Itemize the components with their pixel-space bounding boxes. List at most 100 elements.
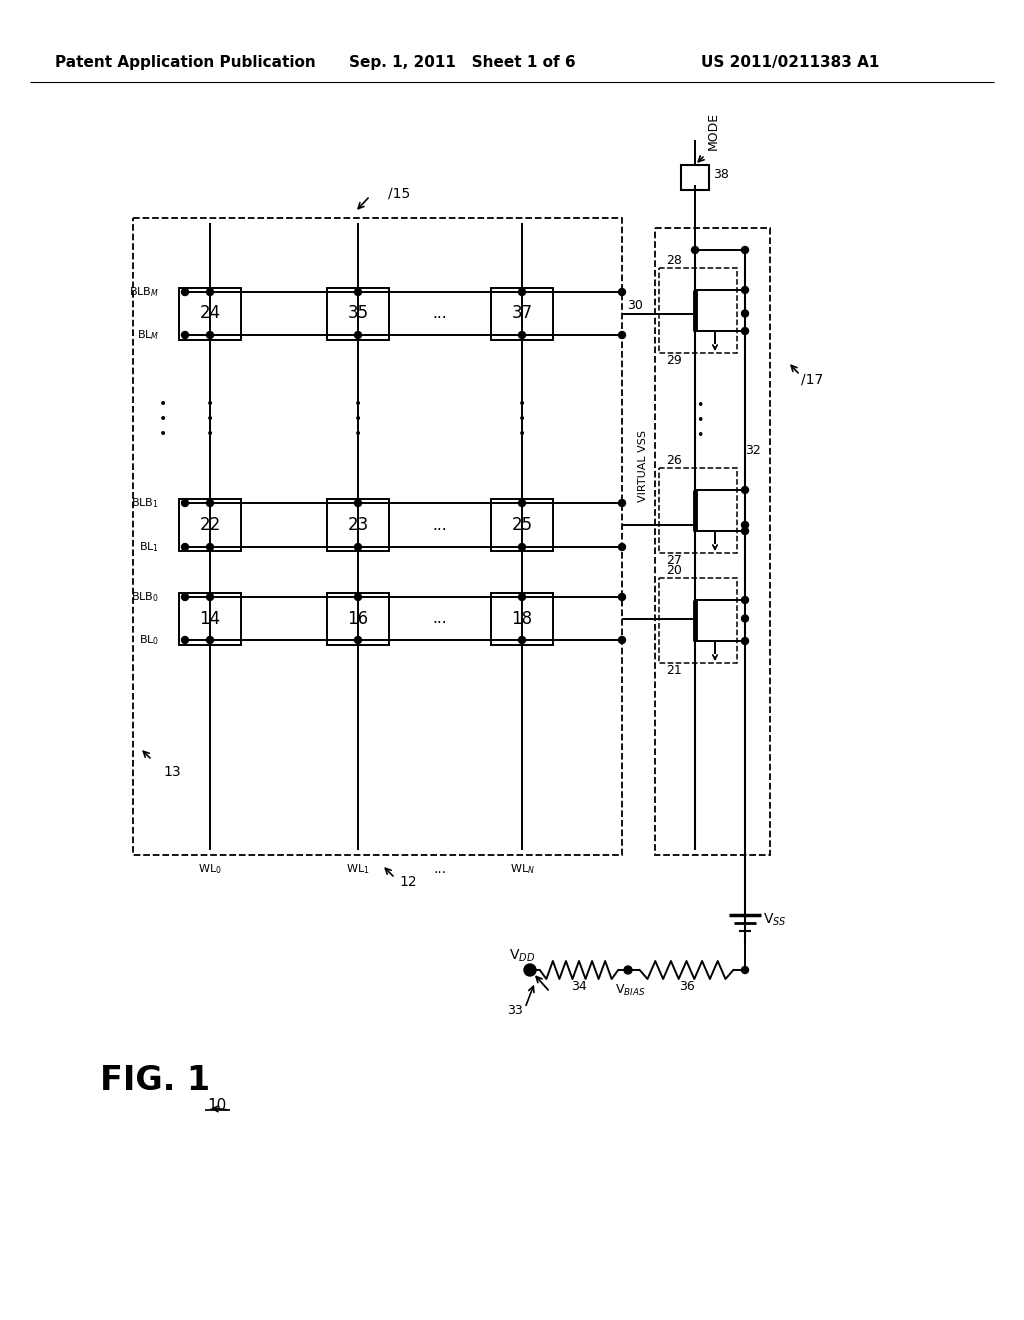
Bar bbox=[133, 218, 622, 855]
Text: 34: 34 bbox=[571, 979, 587, 993]
Text: 18: 18 bbox=[511, 610, 532, 627]
Circle shape bbox=[741, 966, 749, 974]
Circle shape bbox=[741, 615, 749, 622]
Circle shape bbox=[181, 499, 188, 507]
Text: V$_{BIAS}$: V$_{BIAS}$ bbox=[614, 982, 645, 998]
Text: 16: 16 bbox=[347, 610, 369, 627]
Text: •: • bbox=[159, 426, 167, 441]
Bar bbox=[659, 469, 737, 553]
Text: BLB$_0$: BLB$_0$ bbox=[131, 590, 159, 605]
Text: BLB$_1$: BLB$_1$ bbox=[131, 496, 159, 510]
Text: FIG. 1: FIG. 1 bbox=[100, 1064, 210, 1097]
Text: ...: ... bbox=[433, 862, 446, 876]
Text: 20: 20 bbox=[666, 564, 682, 577]
Text: 32: 32 bbox=[745, 444, 761, 457]
Text: ...: ... bbox=[433, 517, 447, 532]
Circle shape bbox=[741, 487, 749, 494]
Text: •: • bbox=[206, 397, 214, 411]
Text: Patent Application Publication: Patent Application Publication bbox=[54, 54, 315, 70]
Text: •: • bbox=[518, 397, 526, 411]
Text: V$_{SS}$: V$_{SS}$ bbox=[763, 912, 786, 928]
Circle shape bbox=[207, 544, 213, 550]
Text: 13: 13 bbox=[163, 766, 180, 779]
Text: BL$_1$: BL$_1$ bbox=[139, 540, 159, 554]
Bar bbox=[327, 593, 389, 644]
Text: 23: 23 bbox=[347, 516, 369, 535]
Text: V$_{DD}$: V$_{DD}$ bbox=[509, 948, 536, 964]
Text: Sep. 1, 2011   Sheet 1 of 6: Sep. 1, 2011 Sheet 1 of 6 bbox=[349, 54, 575, 70]
Text: •
•
•: • • • bbox=[696, 399, 703, 442]
Bar bbox=[327, 499, 389, 550]
Text: 24: 24 bbox=[200, 305, 220, 322]
Text: •: • bbox=[159, 412, 167, 426]
Bar bbox=[490, 288, 553, 339]
Circle shape bbox=[741, 286, 749, 293]
Bar bbox=[490, 499, 553, 550]
Bar bbox=[490, 593, 553, 644]
Circle shape bbox=[518, 544, 525, 550]
Circle shape bbox=[181, 544, 188, 550]
Circle shape bbox=[618, 636, 626, 644]
Text: 21: 21 bbox=[666, 664, 682, 677]
Circle shape bbox=[181, 594, 188, 601]
Circle shape bbox=[518, 289, 525, 296]
Circle shape bbox=[181, 331, 188, 338]
Bar bbox=[179, 593, 241, 644]
Circle shape bbox=[207, 594, 213, 601]
Circle shape bbox=[741, 638, 749, 644]
Circle shape bbox=[741, 327, 749, 334]
Circle shape bbox=[618, 331, 626, 338]
Text: •: • bbox=[354, 412, 362, 426]
Text: ...: ... bbox=[433, 306, 447, 321]
Circle shape bbox=[518, 331, 525, 338]
Circle shape bbox=[741, 521, 749, 528]
Text: 10: 10 bbox=[207, 1097, 226, 1113]
Text: •: • bbox=[206, 412, 214, 426]
Circle shape bbox=[181, 289, 188, 296]
Circle shape bbox=[207, 499, 213, 507]
Circle shape bbox=[354, 289, 361, 296]
Bar bbox=[659, 268, 737, 352]
Circle shape bbox=[207, 636, 213, 644]
Text: •: • bbox=[354, 426, 362, 441]
Text: •: • bbox=[354, 397, 362, 411]
Text: BL$_0$: BL$_0$ bbox=[138, 634, 159, 647]
Text: 25: 25 bbox=[511, 516, 532, 535]
Text: •: • bbox=[518, 412, 526, 426]
Circle shape bbox=[618, 289, 626, 296]
Text: 38: 38 bbox=[713, 169, 729, 181]
Bar bbox=[659, 578, 737, 663]
Bar bbox=[179, 288, 241, 339]
Circle shape bbox=[518, 594, 525, 601]
Text: 22: 22 bbox=[200, 516, 220, 535]
Text: 30: 30 bbox=[627, 300, 643, 312]
Text: MODE: MODE bbox=[707, 112, 720, 150]
Circle shape bbox=[518, 636, 525, 644]
Circle shape bbox=[207, 289, 213, 296]
Circle shape bbox=[624, 966, 632, 974]
Bar bbox=[327, 288, 389, 339]
Circle shape bbox=[354, 544, 361, 550]
Text: 37: 37 bbox=[511, 305, 532, 322]
Circle shape bbox=[354, 636, 361, 644]
Circle shape bbox=[741, 528, 749, 535]
Text: 36: 36 bbox=[679, 979, 694, 993]
Text: US 2011/0211383 A1: US 2011/0211383 A1 bbox=[700, 54, 880, 70]
Text: •: • bbox=[159, 397, 167, 411]
Text: •: • bbox=[518, 426, 526, 441]
Circle shape bbox=[618, 544, 626, 550]
Circle shape bbox=[207, 331, 213, 338]
Text: 27: 27 bbox=[666, 554, 682, 568]
Text: ∕17: ∕17 bbox=[801, 374, 823, 387]
Text: 26: 26 bbox=[666, 454, 682, 466]
Circle shape bbox=[741, 247, 749, 253]
Text: 35: 35 bbox=[347, 305, 369, 322]
Text: WL$_1$: WL$_1$ bbox=[346, 862, 370, 876]
Circle shape bbox=[741, 310, 749, 317]
Text: BLB$_M$: BLB$_M$ bbox=[129, 285, 159, 298]
Text: VIRTUAL VSS: VIRTUAL VSS bbox=[638, 430, 648, 502]
Circle shape bbox=[181, 636, 188, 644]
Text: 29: 29 bbox=[666, 355, 682, 367]
Bar bbox=[681, 165, 709, 190]
Circle shape bbox=[691, 247, 698, 253]
